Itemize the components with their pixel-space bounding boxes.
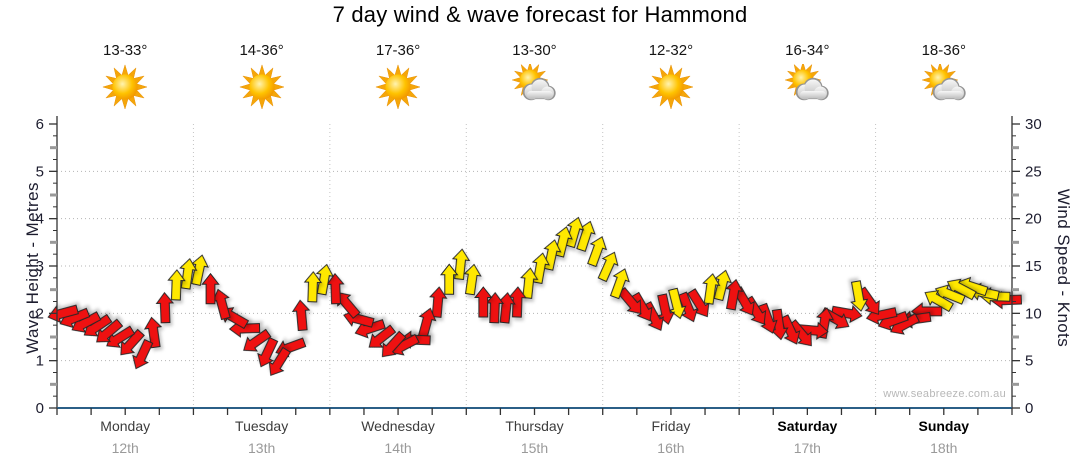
day-label-tuesday: Tuesday [235, 418, 289, 434]
left-axis-tick-label: 0 [36, 400, 44, 417]
left-axis-tick-label: 3 [36, 258, 44, 275]
sunny-icon [57, 64, 193, 115]
wind-arrow [779, 314, 801, 345]
date-label: 13th [248, 440, 276, 456]
wind-arrow [381, 330, 407, 358]
left-axis-tick-label: 1 [36, 353, 44, 370]
wind-arrow [201, 272, 220, 305]
wind-arrow [565, 216, 585, 249]
wind-arrow [368, 324, 397, 348]
partly-cloudy-icon [466, 61, 602, 115]
temperature-range: 17-36° [375, 42, 421, 59]
day-label-saturday: Saturday [777, 418, 838, 434]
date-label: 14th [384, 440, 412, 456]
wind-arrow [531, 252, 550, 285]
day-header-sunday: 18-36° [876, 40, 1012, 115]
day-label-sunday: Sunday [918, 418, 970, 434]
watermark: www.seabreeze.com.au [883, 388, 1006, 400]
left-axis-tick-label: 4 [36, 211, 44, 228]
wind-arrow [303, 270, 323, 303]
date-label: 18th [930, 440, 958, 456]
wind-arrow [657, 293, 676, 325]
wind-arrow [315, 263, 334, 296]
day-header-wednesday: 17-36° [330, 40, 466, 115]
wind-arrow [924, 290, 954, 313]
left-axis-tick-label: 6 [36, 116, 44, 133]
right-axis-tick-label: 25 [1025, 163, 1042, 180]
wind-arrow [520, 267, 539, 299]
wind-arrow [757, 302, 778, 334]
partly-cloudy-icon [876, 61, 1012, 115]
day-label-friday: Friday [651, 418, 691, 434]
wind-arrow [587, 236, 608, 268]
wind-arrow [463, 263, 482, 296]
day-header-saturday: 16-34° [739, 40, 875, 115]
day-header-monday: 13-33° [57, 40, 193, 115]
wind-arrow [630, 291, 653, 322]
wind-arrow [143, 316, 163, 349]
right-axis-title: Wind Speed - Knots [1054, 188, 1073, 348]
right-axis-tick-label: 0 [1025, 400, 1033, 417]
partly-cloudy-icon [739, 61, 875, 115]
wind-arrow [291, 299, 311, 332]
day-header-friday: 12-32° [603, 40, 739, 115]
wind-arrow [167, 269, 186, 301]
right-axis-tick-label: 10 [1025, 305, 1042, 322]
temperature-range: 18-36° [921, 42, 966, 59]
temperature-range: 16-34° [785, 42, 830, 59]
day-header-thursday: 13-30° [466, 40, 602, 115]
date-label: 15th [520, 440, 549, 456]
temperature-range: 13-30° [512, 42, 557, 59]
wind-arrow [336, 291, 361, 319]
day-label-monday: Monday [100, 418, 151, 434]
chart-title: 7 day wind & wave forecast for Hammond [332, 2, 748, 27]
wind-arrow [474, 286, 493, 318]
wind-arrow [451, 248, 471, 281]
left-axis-ticks: 0 1 2 3 4 5 6 [36, 116, 57, 417]
wind-arrow [243, 328, 272, 352]
wind-arrow [677, 291, 699, 323]
wind-arrow [179, 257, 198, 290]
wind-arrow [609, 268, 630, 300]
date-label: 16th [657, 440, 685, 456]
wind-arrow [132, 338, 154, 370]
wind-arrow [850, 280, 869, 312]
left-axis-tick-label: 2 [36, 305, 44, 322]
left-axis-tick-label: 5 [36, 163, 44, 180]
date-label: 17th [793, 440, 821, 456]
wind-arrow [155, 291, 175, 324]
wind-arrow [725, 278, 744, 311]
left-axis-title: Wave Height - Metres [23, 182, 42, 354]
wind-arrow [257, 336, 279, 368]
day-label-wednesday: Wednesday [361, 418, 435, 434]
sunny-icon [330, 64, 466, 115]
sunny-icon [603, 64, 739, 115]
right-axis-tick-label: 15 [1025, 258, 1042, 275]
wind-arrow [439, 263, 459, 295]
day-label-thursday: Thursday [505, 418, 564, 434]
wind-arrow [429, 286, 448, 318]
wind-arrow [597, 251, 619, 283]
temperature-range: 12-32° [648, 42, 694, 59]
temperature-range: 14-36° [239, 42, 284, 59]
x-axis-ticks [56, 408, 1013, 415]
date-label: 12th [111, 440, 139, 456]
wind-arrow [668, 287, 687, 320]
temperature-range: 13-33° [103, 42, 148, 59]
right-axis-tick-label: 20 [1025, 211, 1042, 228]
right-axis-ticks: 0 5 10 15 20 25 30 [1012, 116, 1042, 417]
sunny-icon [193, 64, 329, 115]
right-axis-tick-label: 30 [1025, 116, 1042, 133]
wind-arrows [47, 216, 1022, 377]
wind-arrow [830, 304, 863, 324]
day-header-tuesday: 14-36° [193, 40, 329, 115]
right-axis-tick-label: 5 [1025, 353, 1033, 370]
